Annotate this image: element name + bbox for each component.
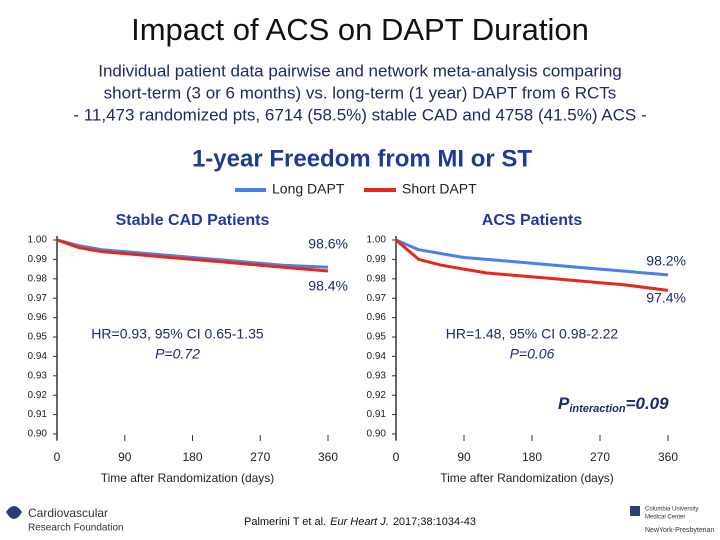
logo-text: Cardiovascular xyxy=(28,506,108,520)
logo-text: Research Foundation xyxy=(28,523,124,534)
columbia-logo: Columbia University Medical Center NewYo… xyxy=(630,506,714,534)
y-tick-label: 0.96 xyxy=(367,312,387,323)
crown-icon xyxy=(630,506,640,516)
end-label: 98.4% xyxy=(308,278,348,294)
y-tick-label: 0.94 xyxy=(28,351,48,362)
p-value: P=0.06 xyxy=(510,346,555,362)
citation-ref: 2017;38:1034-43 xyxy=(393,516,476,528)
subtitle: - 11,473 randomized pts, 6714 (58.5%) st… xyxy=(73,105,646,124)
x-tick-label: 360 xyxy=(658,450,678,464)
x-tick-label: 270 xyxy=(250,450,270,464)
y-tick-label: 0.94 xyxy=(367,351,387,362)
chart-title: ACS Patients xyxy=(482,212,583,229)
p-subscript: interaction xyxy=(569,403,626,415)
x-tick-label: 270 xyxy=(590,450,610,464)
y-tick-label: 0.91 xyxy=(367,409,387,420)
x-tick-label: 180 xyxy=(522,450,542,464)
x-axis-title: Time after Randomization (days) xyxy=(101,471,275,485)
p-letter: P xyxy=(558,394,570,413)
subtitle: Individual patient data pairwise and net… xyxy=(98,61,622,80)
y-tick-label: 0.99 xyxy=(367,254,387,265)
end-label: 98.6% xyxy=(308,236,348,252)
y-tick-label: 0.92 xyxy=(28,390,48,401)
citation-authors: Palmerini T et al. xyxy=(244,516,326,528)
interaction-p: Pinteraction=0.09 xyxy=(558,394,669,414)
y-tick-label: 0.95 xyxy=(28,332,48,343)
end-label: 98.2% xyxy=(646,253,686,269)
y-tick-label: 0.90 xyxy=(28,429,48,440)
y-tick-label: 1.00 xyxy=(367,235,387,246)
y-tick-label: 0.92 xyxy=(367,390,387,401)
legend: Long DAPT Short DAPT xyxy=(235,181,477,197)
end-label: 97.4% xyxy=(646,290,686,306)
y-tick-label: 0.90 xyxy=(367,429,387,440)
series-line xyxy=(395,238,669,277)
logo-text: NewYork-Presbyterian xyxy=(645,527,714,534)
y-tick-label: 1.00 xyxy=(28,235,48,246)
p-value: P=0.72 xyxy=(155,346,200,362)
y-tick-label: 0.95 xyxy=(367,332,387,343)
y-tick-label: 0.98 xyxy=(28,273,48,284)
x-tick-label: 0 xyxy=(393,450,400,464)
series-line xyxy=(56,238,329,269)
x-axis-title: Time after Randomization (days) xyxy=(440,471,614,485)
x-tick-label: 90 xyxy=(457,450,471,464)
citation: Palmerini T et al. Eur Heart J. 2017;38:10… xyxy=(244,516,476,528)
x-tick-label: 0 xyxy=(54,450,61,464)
y-tick-label: 0.93 xyxy=(28,370,48,381)
logo-text: Medical Center xyxy=(645,515,685,521)
y-tick-label: 0.98 xyxy=(367,273,387,284)
slide-title: Impact of ACS on DAPT Duration xyxy=(131,12,589,47)
crf-logo: Cardiovascular Research Foundation xyxy=(6,506,124,534)
y-tick-label: 0.97 xyxy=(367,293,387,304)
p-value: =0.09 xyxy=(626,394,670,413)
legend-label: Long DAPT xyxy=(272,181,345,197)
x-tick-label: 360 xyxy=(318,450,338,464)
y-tick-label: 0.91 xyxy=(28,409,48,420)
chart-title: Stable CAD Patients xyxy=(116,212,270,229)
hazard-ratio: HR=0.93, 95% CI 0.65-1.35 xyxy=(91,326,264,342)
legend-label: Short DAPT xyxy=(402,181,477,197)
y-tick-label: 0.99 xyxy=(28,254,48,265)
series-line xyxy=(56,238,329,273)
series-line xyxy=(395,238,669,292)
y-tick-label: 0.97 xyxy=(28,293,48,304)
hazard-ratio: HR=1.48, 95% CI 0.98-2.22 xyxy=(446,326,619,342)
crf-icon xyxy=(6,506,22,519)
logo-text: Columbia University xyxy=(645,507,698,513)
subtitle: short-term (3 or 6 months) vs. long-term… xyxy=(104,83,617,102)
y-tick-label: 0.96 xyxy=(28,312,48,323)
citation-journal: Eur Heart J. xyxy=(330,516,389,528)
x-tick-label: 180 xyxy=(182,450,202,464)
y-tick-label: 0.93 xyxy=(367,370,387,381)
panel-title: 1-year Freedom from MI or ST xyxy=(192,145,532,172)
x-tick-label: 90 xyxy=(118,450,132,464)
